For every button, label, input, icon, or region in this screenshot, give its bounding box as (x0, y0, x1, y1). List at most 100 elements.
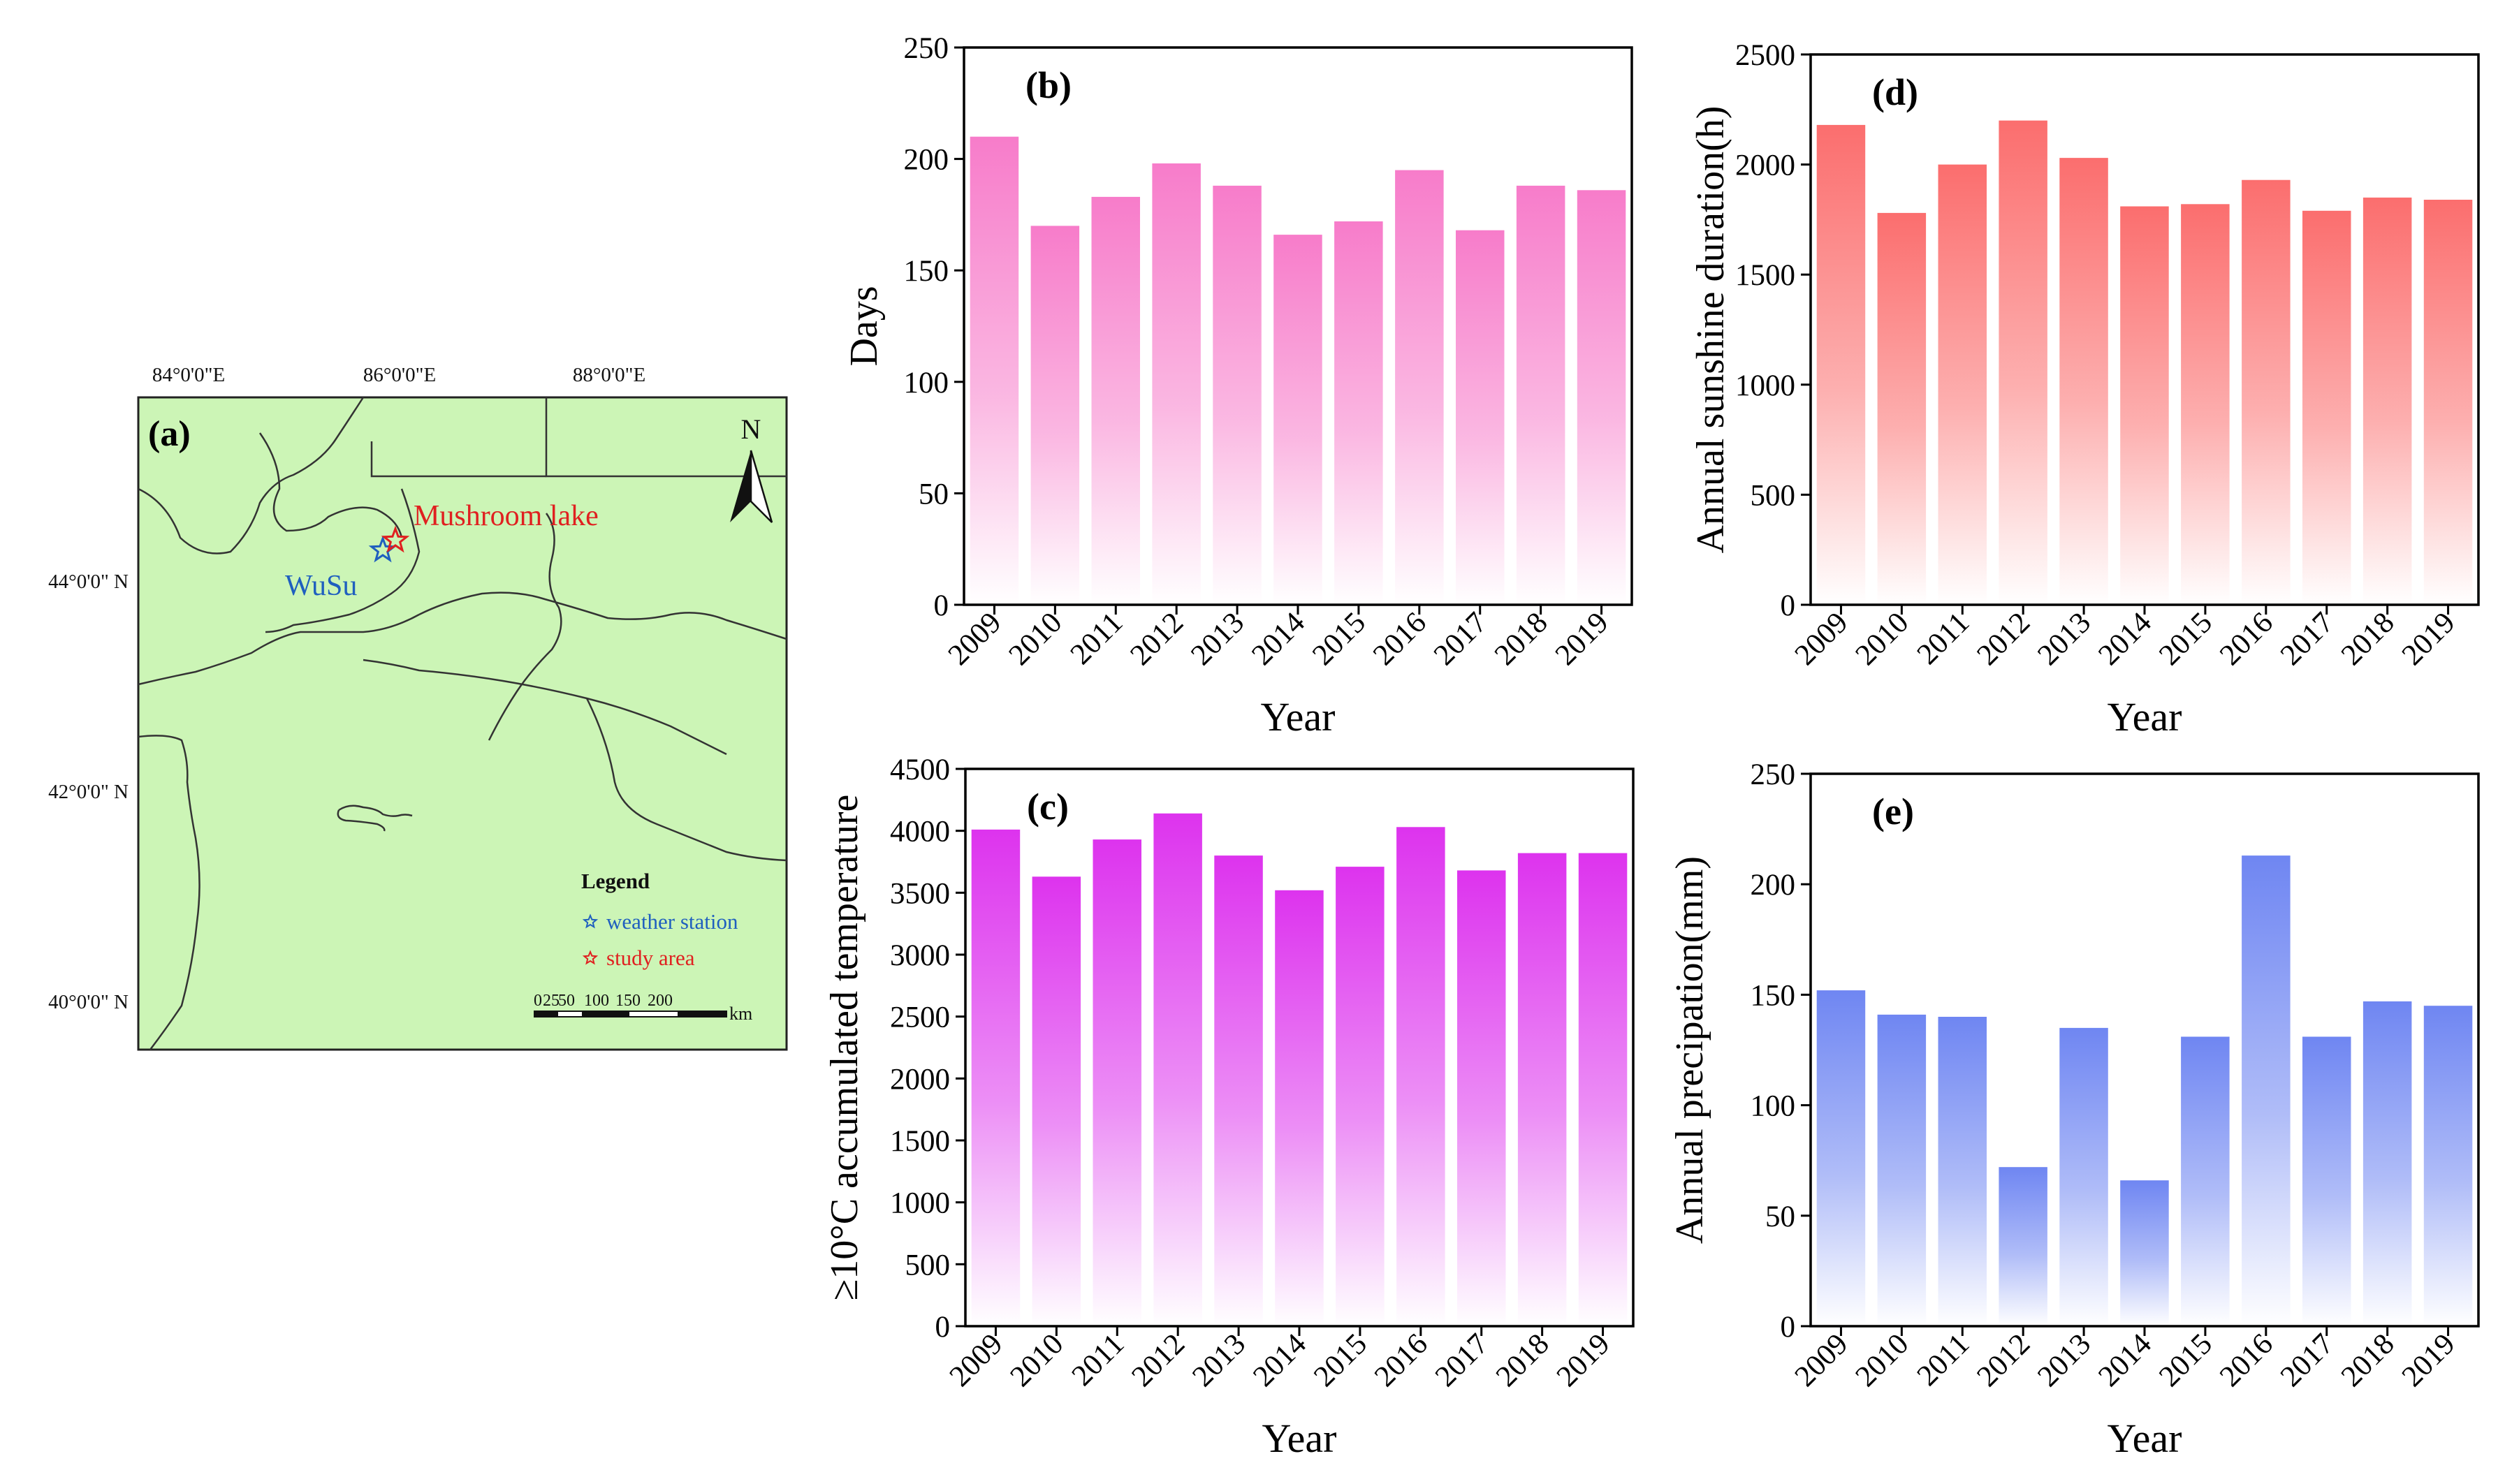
bar (2181, 1036, 2230, 1326)
x-tick-label: 2014 (1247, 1328, 1313, 1393)
charts: 0501001502002502009201020112012201320142… (823, 32, 2480, 1461)
y-tick-label: 2500 (1735, 39, 1795, 72)
y-tick-label: 200 (904, 144, 949, 177)
bar (1213, 185, 1262, 605)
lon-label: 86°0'0"E (363, 364, 436, 386)
bar (2242, 179, 2291, 605)
map-legend: Legend weather station study area (581, 869, 738, 970)
x-axis-label: Year (2108, 694, 2182, 740)
y-tick-label: 2500 (890, 1001, 950, 1034)
bar (1516, 185, 1565, 605)
y-tick-label: 1000 (890, 1187, 950, 1220)
y-tick-label: 200 (1751, 869, 1796, 902)
y-tick-label: 500 (1751, 479, 1796, 512)
bar (1091, 196, 1140, 605)
y-tick-label: 150 (1751, 979, 1796, 1012)
bar (1938, 164, 1987, 605)
bar (1877, 1014, 1927, 1326)
x-tick-label: 2016 (2214, 1328, 2279, 1393)
x-tick-label: 2017 (2274, 606, 2340, 672)
bar (2181, 204, 2230, 605)
legend-study-label: study area (606, 946, 695, 970)
map-panel: (a) 84°0'0"E 86°0'0"E 88°0'0"E 44°0'0" N 42… (48, 364, 788, 1051)
x-tick-label: 2017 (1428, 606, 1493, 672)
x-tick-label: 2018 (2335, 606, 2401, 672)
panel-label: (e) (1872, 791, 1914, 832)
x-tick-label: 2019 (2396, 606, 2462, 672)
lon-label: 88°0'0"E (573, 364, 645, 386)
lat-label: 42°0'0" N (48, 781, 129, 803)
bar (1273, 235, 1322, 605)
y-tick-label: 1500 (890, 1125, 950, 1158)
bar (971, 829, 1021, 1326)
bar (2362, 1001, 2412, 1326)
weather-station-star-icon (368, 535, 397, 563)
bar (1030, 226, 1080, 605)
y-tick-label: 3500 (890, 877, 950, 910)
x-tick-label: 2014 (1246, 606, 1311, 672)
bar (1153, 813, 1202, 1326)
bar (2423, 200, 2473, 605)
panel-label: (c) (1027, 786, 1069, 828)
y-axis-label: Annual precipation(mm) (1668, 856, 1711, 1244)
x-tick-label: 2019 (1549, 606, 1615, 672)
x-tick-label: 2016 (1368, 1328, 1434, 1393)
panel-label: (d) (1872, 71, 1918, 113)
north-label: N (741, 413, 761, 445)
weather-station-name: WuSu (285, 570, 357, 602)
lat-label: 40°0'0" N (48, 991, 129, 1013)
bar (1999, 120, 2047, 605)
legend-station-label: weather station (606, 909, 738, 934)
chart-c: 0 500 1000 1500 2000 2500 3000 3500 4000 4500 2009… (823, 754, 1635, 1461)
chart-d: 0 500 1000 1500 2000 2500 20092010201120122013… (1689, 39, 2480, 740)
bar (1816, 990, 1866, 1326)
x-axis-label: Year (1261, 694, 1336, 740)
x-axis-label: Year (2108, 1416, 2182, 1461)
x-tick-label: 2013 (1185, 606, 1250, 672)
bar (2120, 1180, 2169, 1326)
y-tick-label: 1000 (1735, 369, 1795, 402)
x-tick-label: 2011 (1911, 606, 1975, 671)
x-tick-label: 2009 (1788, 1328, 1854, 1393)
x-tick-label: 2010 (1849, 1328, 1915, 1393)
x-tick-label: 2013 (1186, 1328, 1252, 1393)
study-area-star-icon (381, 525, 410, 553)
map-frame (137, 396, 788, 1051)
x-tick-label: 2009 (942, 606, 1007, 672)
bar (2302, 1036, 2351, 1326)
bar (1032, 876, 1081, 1326)
bar (2362, 197, 2412, 605)
y-tick-label: 2000 (890, 1063, 950, 1096)
lon-label: 84°0'0"E (152, 364, 225, 386)
scale-tick-label: 200 (648, 992, 673, 1010)
y-tick-label: 0 (1781, 1311, 1796, 1344)
chart-b: 0501001502002502009201020112012201320142… (842, 32, 1633, 740)
y-tick-label: 2000 (1735, 149, 1795, 182)
lat-label: 44°0'0" N (48, 571, 129, 593)
bar (970, 136, 1019, 605)
bar (2120, 206, 2169, 605)
x-axis-label: Year (1262, 1416, 1337, 1461)
x-tick-label: 2010 (1002, 606, 1068, 672)
x-tick-label: 2013 (2031, 606, 2097, 672)
scale-tick-label: 0 (534, 992, 542, 1010)
x-tick-label: 2018 (1489, 606, 1554, 672)
y-axis-label: Days (842, 286, 886, 366)
x-tick-label: 2017 (2274, 1328, 2340, 1393)
bar (1816, 124, 1866, 605)
bar (1093, 839, 1141, 1326)
bar (2423, 1006, 2473, 1326)
legend-study-star-icon (582, 950, 599, 965)
y-tick-label: 50 (919, 478, 949, 510)
x-tick-label: 2010 (1004, 1328, 1069, 1393)
bar (1457, 870, 1506, 1326)
y-tick-label: 0 (935, 1311, 951, 1344)
lon-labels: 84°0'0"E 86°0'0"E 88°0'0"E (152, 364, 645, 386)
y-axis-label: Annual sunshine duration(h) (1689, 106, 1732, 554)
legend-station-star-icon (582, 913, 599, 929)
scale-tick-label: 25 (543, 992, 560, 1010)
y-tick-label: 4000 (890, 816, 950, 848)
bar (1577, 190, 1626, 605)
